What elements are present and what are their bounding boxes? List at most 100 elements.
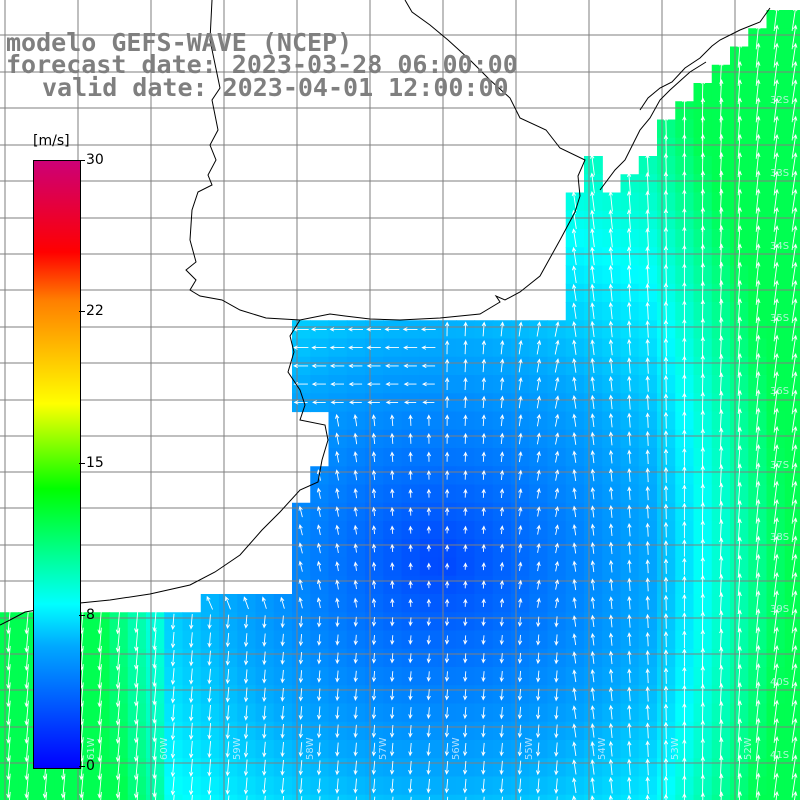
wind-arrow [481,707,486,720]
wind-arrow [700,391,705,413]
wind-arrow [353,524,358,535]
wind-arrow [353,451,358,463]
wind-arrow [79,755,84,781]
wind-arrow [791,371,798,397]
wind-arrow [627,541,632,555]
wind-speed-cell [784,411,800,431]
wind-arrow [737,481,742,505]
wind-arrow [554,339,560,355]
wind-arrow [737,663,742,688]
wind-arrow [755,115,761,141]
wind-arrow [590,302,595,320]
wind-arrow [608,283,613,302]
wind-arrow [499,525,505,535]
wind-arrow [298,706,303,721]
wind-arrow [499,488,505,499]
wind-arrow [755,462,761,488]
wind-arrow [371,742,376,757]
wind-arrow [645,704,650,720]
wind-arrow [348,345,363,350]
wind-arrow [408,507,413,516]
wind-arrow [773,261,779,287]
wind-arrow [700,519,705,540]
wind-arrow [791,462,798,488]
wind-arrow [408,451,413,462]
wind-speed-cell [565,794,585,800]
wind-arrow [627,338,632,356]
wind-arrow [316,724,322,739]
wind-arrow [608,449,614,464]
lat-label-32s: 32S [770,95,790,106]
wind-arrow [554,395,560,409]
wind-arrow [389,724,395,738]
wind-arrow [791,699,798,725]
wind-arrow [737,188,742,214]
wind-arrow [463,395,468,409]
wind-arrow [243,596,249,610]
wind-arrow [444,778,449,794]
wind-arrow [312,400,326,405]
wind-arrow [335,724,340,739]
wind-arrow [426,580,432,589]
wind-arrow [188,776,194,796]
wind-speed-cell [784,685,800,705]
wind-arrow [737,754,742,780]
wind-arrow [737,170,742,196]
wind-arrow [408,760,413,775]
wind-arrow [700,755,705,778]
wind-arrow [225,705,230,722]
wind-arrow [590,759,595,775]
wind-arrow [500,377,505,391]
wind-arrow [663,300,669,321]
wind-arrow [627,431,632,446]
wind-arrow [590,357,595,374]
wind-arrow [384,327,400,332]
wind-arrow [572,413,577,427]
wind-arrow [554,321,560,337]
wind-arrow [348,400,362,405]
wind-arrow [700,336,705,359]
wind-arrow [608,394,614,410]
wind-arrow [755,79,761,105]
wind-arrow [536,634,541,646]
wind-arrow [755,736,761,762]
wind-arrow [298,670,304,684]
wind-arrow [390,689,395,701]
wind-arrow [536,487,541,499]
wind-arrow [535,724,541,739]
wind-arrow [280,633,285,647]
wind-arrow [608,246,613,266]
wind-arrow [330,381,344,387]
wind-arrow [682,484,687,502]
wind-arrow [152,738,157,761]
wind-arrow [663,540,669,556]
wind-arrow [663,521,669,538]
wind-arrow [755,371,761,397]
wind-arrow [408,742,413,757]
wind-arrow [385,381,399,387]
wind-arrow [608,758,614,775]
wind-arrow [626,227,632,248]
wind-arrow [773,389,779,415]
wind-speed-cell [784,356,800,376]
wind-arrow [390,671,395,683]
wind-arrow [444,653,450,664]
wind-arrow [366,381,381,387]
wind-arrow [517,670,523,683]
wind-arrow [115,718,121,744]
wind-arrow [115,609,121,635]
wind-arrow [317,652,322,665]
colorbar-tickmark [79,615,85,616]
wind-arrow [645,522,650,537]
wind-arrow [554,542,560,554]
wind-arrow [608,686,614,702]
wind-arrow [444,470,450,480]
wind-arrow [663,282,669,303]
wind-arrow [335,561,340,572]
wind-arrow [390,653,395,664]
wind-arrow [499,579,505,589]
wind-arrow [700,592,705,613]
wind-arrow [645,504,650,519]
wind-arrow [773,571,779,597]
wind-arrow [426,544,432,552]
